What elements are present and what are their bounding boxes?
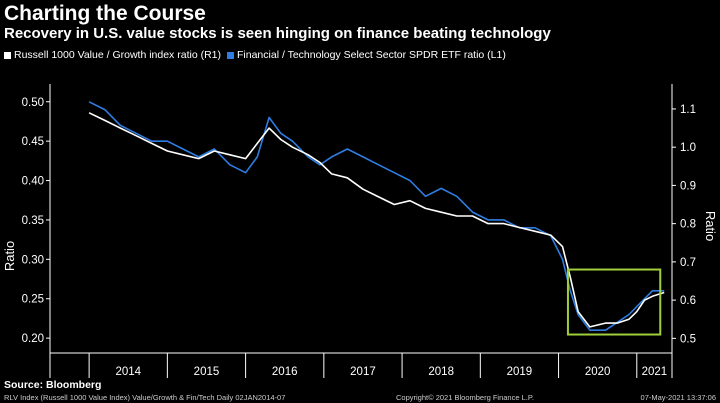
left-tick-label: 0.25: [22, 294, 44, 306]
right-tick-label: 0.6: [680, 295, 696, 307]
left-tick-label: 0.45: [22, 136, 44, 148]
series-line-russell-value-growth: [88, 112, 665, 328]
legend-item-russell: Russell 1000 Value / Growth index ratio …: [4, 49, 221, 61]
right-tick-label: 0.5: [680, 333, 696, 345]
left-tick-label: 0.20: [22, 333, 44, 345]
x-tick-label: 2019: [507, 366, 533, 378]
series-layer: [88, 101, 665, 331]
highlight-layer: [566, 268, 662, 336]
left-tick-label: 0.30: [22, 254, 44, 266]
chart-title: Charting the Course: [4, 2, 206, 25]
right-tick-label: 0.7: [680, 257, 696, 269]
footer-copyright: Copyright© 2021 Bloomberg Finance L.P.: [396, 393, 534, 402]
series-line-financial-technology: [88, 101, 665, 331]
left-tick-label: 0.40: [22, 176, 44, 188]
footer-index-info: RLV Index (Russell 1000 Value Index) Val…: [4, 393, 286, 402]
right-axis: 1.1 1.0 0.9 0.8 0.7 0.6 0.5: [672, 104, 696, 345]
left-tick-label: 0.50: [22, 97, 44, 109]
left-axis-title: Ratio: [2, 241, 17, 271]
right-tick-label: 0.8: [680, 219, 696, 231]
footer-timestamp: 07-May-2021 13:37:06: [640, 393, 716, 402]
x-tick-label: 2015: [194, 366, 220, 378]
x-tick-label: 2021: [642, 366, 668, 378]
chart-subtitle: Recovery in U.S. value stocks is seen hi…: [4, 25, 551, 42]
plot-frame: [49, 84, 673, 378]
right-axis-title: Ratio: [703, 211, 718, 241]
left-tick-label: 0.35: [22, 215, 44, 227]
x-tick-label: 2020: [585, 366, 611, 378]
x-tick-label: 2018: [428, 366, 454, 378]
x-tick-label: 2017: [350, 366, 376, 378]
right-tick-label: 1.1: [680, 104, 696, 116]
legend-label-financial: Financial / Technology Select Sector SPD…: [237, 49, 506, 61]
right-tick-label: 1.0: [680, 142, 696, 154]
legend: Russell 1000 Value / Growth index ratio …: [4, 49, 506, 61]
x-axis: 2014 2015 2016 2017 2018 2019 2020 2021: [88, 353, 668, 378]
legend-swatch-blue: [227, 51, 234, 59]
highlight-box: [566, 268, 662, 336]
source-note: Source: Bloomberg: [4, 379, 102, 391]
right-tick-label: 0.9: [680, 180, 696, 192]
x-tick-label: 2016: [272, 366, 298, 378]
legend-item-financial: Financial / Technology Select Sector SPD…: [227, 49, 506, 61]
x-tick-label: 2014: [115, 366, 141, 378]
legend-swatch-white: [4, 51, 11, 59]
legend-label-russell: Russell 1000 Value / Growth index ratio …: [14, 49, 221, 61]
left-axis: 0.50 0.45 0.40 0.35 0.30 0.25 0.20: [22, 97, 50, 345]
